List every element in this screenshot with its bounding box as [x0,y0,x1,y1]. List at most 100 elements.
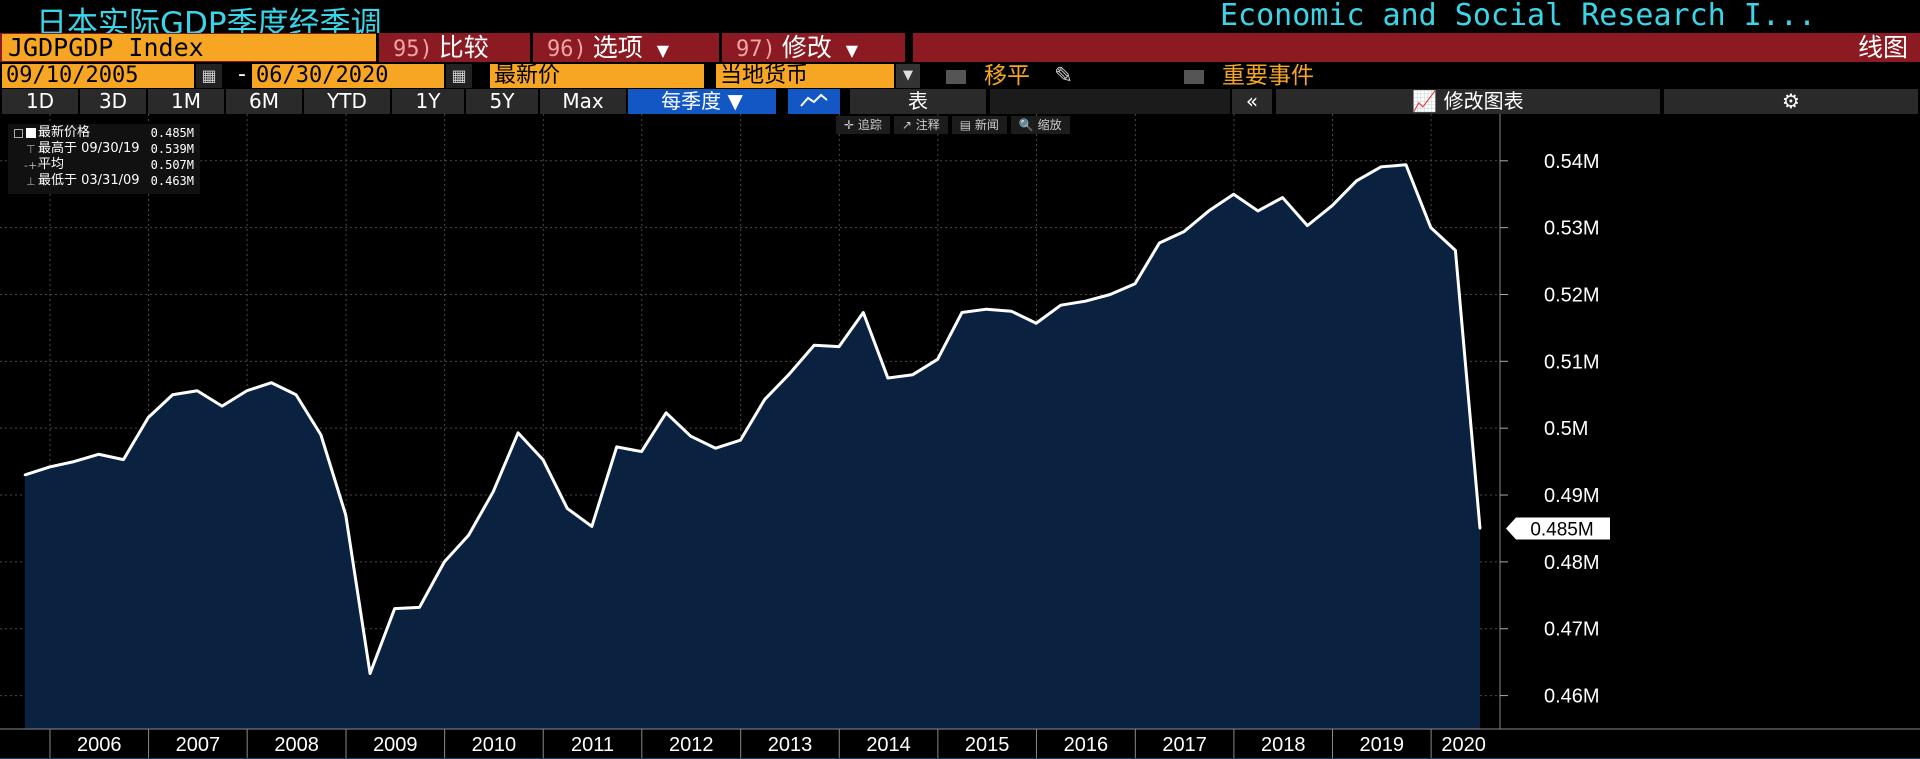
toolbar: 1D 3D 1M 6M YTD 1Y 5Y Max 每季度 ▼ 表 « 📈 修改… [0,89,1920,114]
separator [905,33,913,62]
x-tick-label: 2017 [1162,734,1207,756]
range-3d-button[interactable]: 3D [80,89,146,114]
data-point [516,431,520,435]
x-tick-label: 2014 [866,734,911,756]
legend: 最新价格 0.485M ⊤ 最高于 09/30/19 0.539M -+- 平均… [8,124,200,194]
data-point [195,389,199,392]
data-point [122,458,125,461]
data-point [566,507,569,510]
legend-collapse-icon[interactable] [14,129,23,138]
data-point [1059,303,1062,307]
pencil-icon[interactable]: ✎ [1054,63,1074,89]
chevron-down-icon: ▼ [656,41,670,60]
last-value-label: 0.485M [1530,519,1593,540]
data-point [344,513,347,517]
crosshair-button[interactable]: ✛ 追踪 [836,116,890,134]
data-point [788,372,791,376]
data-point [739,439,742,442]
data-point [72,460,76,463]
series-area [24,164,1481,730]
low-marker-icon: ⊥ [26,175,36,188]
legend-value: 0.463M [150,174,194,188]
data-point [1379,165,1383,169]
range-1y-button[interactable]: 1Y [392,89,464,114]
data-point [590,525,594,528]
data-point [1182,230,1186,233]
moving-average-checkbox[interactable] [946,70,966,84]
frequency-select[interactable]: 每季度 ▼ [628,89,776,114]
data-point [443,560,446,564]
command-bar: JGDPGDP Index 95) 比较 96) 选项 ▼ 97) 修改 ▼ 线图 [0,33,1920,62]
data-point [393,607,396,610]
x-tick-label: 2019 [1360,734,1405,756]
ticker-field[interactable]: JGDPGDP Index [2,34,376,61]
options-button[interactable]: 96) 选项 ▼ [530,33,719,62]
zoom-button[interactable]: 🔍 缩放 [1010,116,1070,134]
end-date-input[interactable]: 06/30/2020 [252,64,444,88]
data-point [1232,193,1235,196]
data-point [23,473,27,477]
chart-type-label[interactable]: 线图 [1857,33,1908,62]
data-point [1454,249,1457,252]
y-tick-label: 0.52M [1544,284,1600,306]
events-checkbox[interactable] [1184,70,1204,84]
range-1d-button[interactable]: 1D [2,89,78,114]
price-field-select[interactable]: 最新价 [490,64,704,88]
data-point [1306,224,1309,227]
legend-value: 0.507M [150,158,194,172]
range-ytd-button[interactable]: YTD [304,89,390,114]
data-point [640,450,643,453]
data-point [270,381,273,384]
data-point [763,398,766,401]
compare-button[interactable]: 95) 比较 [376,33,530,62]
x-tick-label: 2009 [373,734,418,756]
start-date-input[interactable]: 09/10/2005 [2,64,194,88]
y-tick-label: 0.46M [1544,686,1600,708]
data-point [1404,163,1408,167]
data-point [467,533,470,537]
data-point [294,393,298,396]
data-point [862,311,865,314]
collapse-icon[interactable]: « [1232,89,1272,114]
toolbar-spacer [990,89,1230,114]
legend-swatch-latest [26,128,36,138]
data-point [1207,209,1210,213]
data-point [97,453,100,456]
data-point [1331,204,1334,207]
options-bar: 09/10/2005 ▦ - 06/30/2020 ▦ 最新价 当地货币 ▼ 移… [0,62,1920,89]
line-chart-icon[interactable] [788,89,840,114]
data-point [714,447,717,450]
title-bar: 日本实际GDP季度经季调 Economic and Social Researc… [0,0,1920,42]
currency-select[interactable]: 当地货币 [716,64,894,88]
x-tick-label: 2007 [176,734,221,756]
data-point [48,465,51,469]
calendar-icon[interactable]: ▦ [196,64,222,88]
y-tick-label: 0.54M [1544,151,1600,173]
chart[interactable]: 2006 2007 2008 2009 2010 2011 2012 2013 2014 2015… [0,114,1920,759]
gear-icon[interactable]: ⚙ [1664,89,1918,114]
annotate-button[interactable]: ↗ 注释 [893,116,948,134]
table-view-button[interactable]: 表 [850,89,986,114]
x-tick-label: 2006 [77,734,122,756]
data-point [812,344,816,347]
range-5y-button[interactable]: 5Y [466,89,538,114]
chevron-down-icon[interactable]: ▼ [896,64,920,88]
range-1m-button[interactable]: 1M [148,89,224,114]
x-tick-label: 2013 [768,734,813,756]
source-title: Economic and Social Research I... [1219,0,1816,33]
date-dash: - [238,62,246,87]
data-point [1355,179,1358,183]
chart-edit-icon: 📈 [1412,89,1438,113]
range-max-button[interactable]: Max [540,89,626,114]
edit-chart-button[interactable]: 📈 修改图表 [1276,89,1660,114]
data-point [220,404,224,408]
news-button[interactable]: ▤ 新闻 [951,116,1007,134]
y-tick-label: 0.49M [1544,485,1600,507]
x-tick-label: 2010 [472,734,517,756]
calendar-icon[interactable]: ▦ [446,64,472,88]
edit-button[interactable]: 97) 修改 ▼ [719,33,905,62]
range-6m-button[interactable]: 6M [226,89,302,114]
average-marker-icon: -+- [24,159,42,172]
data-point [689,435,692,438]
legend-value: 0.485M [150,126,194,140]
